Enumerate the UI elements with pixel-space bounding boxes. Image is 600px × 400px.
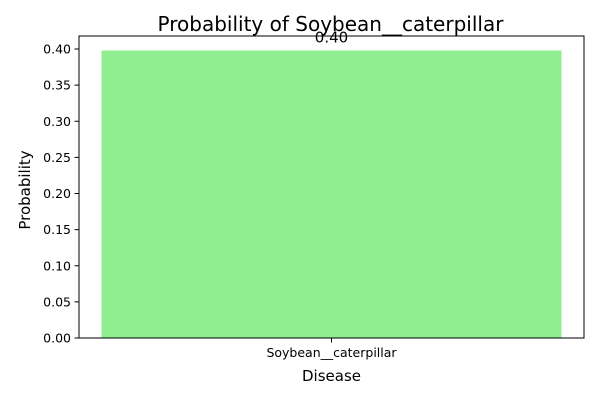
y-tick-label: 0.25 — [43, 150, 71, 165]
chart-title: Probability of Soybean__caterpillar — [158, 12, 505, 36]
x-tick-label: Soybean__caterpillar — [266, 345, 397, 360]
y-tick-label: 0.15 — [43, 222, 71, 237]
y-tick-label: 0.05 — [43, 294, 71, 309]
y-tick-label: 0.30 — [43, 114, 71, 129]
y-tick-label: 0.35 — [43, 78, 71, 93]
bar — [101, 50, 562, 338]
y-tick-label: 0.20 — [43, 186, 71, 201]
y-tick-label: 0.40 — [43, 42, 71, 57]
x-axis-label: Disease — [302, 367, 361, 385]
y-axis-label: Probability — [16, 150, 34, 229]
y-tick-label: 0.10 — [43, 258, 71, 273]
axes-frame — [78, 35, 585, 339]
plot-area: 0.40 Soybean__caterpillar 0.00 0.05 0.10 0.15… — [43, 28, 585, 360]
y-tick-label: 0.00 — [43, 331, 71, 346]
data-label: 0.40 — [315, 28, 348, 46]
